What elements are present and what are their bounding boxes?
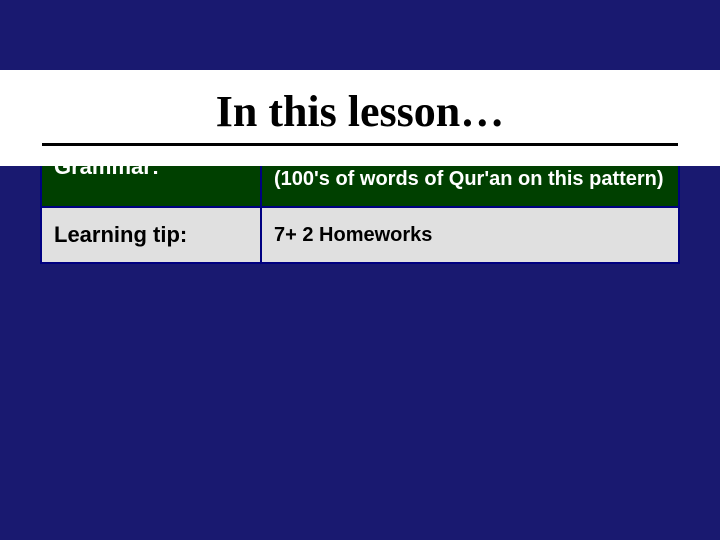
row-label: Learning tip:	[41, 207, 261, 263]
title-underline	[42, 143, 678, 146]
table-row: Learning tip: 7+ 2 Homeworks	[41, 207, 679, 263]
slide-title: In this lesson…	[0, 70, 720, 137]
row-value: 7+ 2 Homeworks	[261, 207, 679, 263]
title-area: In this lesson…	[0, 70, 720, 166]
